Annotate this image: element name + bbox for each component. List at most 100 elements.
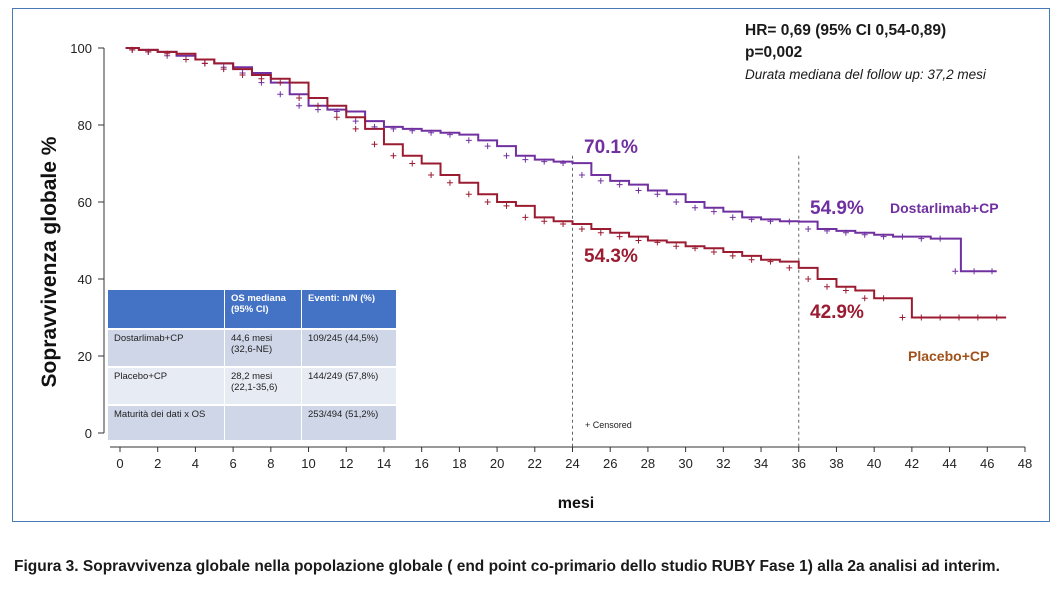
table-cell: 109/245 (44,5%) [301, 328, 397, 367]
series-placebo-line [125, 47, 1007, 319]
censor-mark [597, 229, 604, 236]
table-row: Placebo+CP 28,2 mesi (22,1-35,6) 144/249… [108, 366, 397, 405]
table-header: Eventi: n/N (%) [301, 290, 397, 329]
censor-mark [805, 276, 812, 282]
x-tick-label: 46 [980, 456, 994, 471]
x-tick-label: 36 [792, 456, 806, 471]
censor-mark [333, 108, 340, 115]
censor-mark [880, 295, 887, 302]
censor-mark [296, 102, 303, 109]
censor-mark [129, 46, 136, 53]
censor-mark [937, 235, 944, 242]
censor-mark [296, 95, 303, 102]
x-tick-label: 28 [641, 456, 655, 471]
censor-mark [993, 314, 1000, 321]
censor-mark [842, 287, 849, 294]
figure-caption: Figura 3. Sopravvivenza globale nella po… [14, 558, 1000, 575]
censor-mark [899, 233, 906, 240]
table-cell [224, 404, 302, 440]
censor-mark [635, 187, 642, 194]
censor-mark [786, 264, 793, 271]
legend-dostarlimab: Dostarlimab+CP [890, 200, 999, 216]
censor-mark [522, 156, 529, 163]
table-header [108, 290, 225, 329]
table-cell: 253/494 (51,2%) [301, 404, 397, 440]
table-header: OS mediana (95% CI) [224, 290, 302, 329]
censor-mark [974, 314, 981, 321]
censor-mark [710, 208, 717, 215]
x-tick-label: 38 [829, 456, 843, 471]
table-row: Maturità dei dati x OS 253/494 (51,2%) [108, 404, 397, 440]
censor-mark [952, 268, 959, 275]
censor-mark [390, 125, 397, 132]
table-cell: 144/249 (57,8%) [301, 366, 397, 405]
y-tick-label: 60 [78, 195, 92, 210]
censor-mark [578, 225, 585, 232]
censor-mark [842, 229, 849, 236]
x-tick-label: 30 [678, 456, 692, 471]
median-followup: Durata mediana del follow up: 37,2 mesi [745, 67, 986, 82]
censor-mark [989, 268, 996, 275]
x-tick-label: 32 [716, 456, 730, 471]
censor-mark [390, 152, 397, 159]
y-tick-label: 40 [78, 272, 92, 287]
table-cell: Dostarlimab+CP [108, 328, 225, 367]
chart-frame [12, 8, 1050, 522]
x-tick-label: 10 [301, 456, 315, 471]
series-dostarlimab-line [125, 47, 997, 273]
censor-mark [710, 249, 717, 256]
censor-mark [918, 235, 925, 242]
censor-mark [861, 295, 868, 302]
censor-mark [635, 237, 642, 244]
censor-mark [522, 214, 529, 221]
censor-mark [371, 141, 378, 148]
censor-mark [258, 75, 265, 82]
reference-lines [572, 155, 800, 447]
censor-mark [465, 191, 472, 198]
censor-mark [956, 314, 963, 321]
censor-mark [239, 71, 246, 78]
annotation-dostarlimab-36: 54.9% [810, 198, 864, 219]
x-tick-label: 34 [754, 456, 768, 471]
x-tick-label: 16 [414, 456, 428, 471]
x-tick-label: 2 [154, 456, 161, 471]
y-tick-label: 80 [78, 118, 92, 133]
censor-mark [277, 91, 284, 98]
table-cell: Placebo+CP [108, 366, 225, 405]
censor-mark [560, 220, 567, 227]
censor-mark [164, 50, 171, 57]
censor-mark [371, 123, 378, 130]
y-tick-label: 20 [78, 349, 92, 364]
x-tick-label: 22 [528, 456, 542, 471]
y-tick-label: 0 [85, 426, 92, 441]
censor-mark [673, 199, 680, 205]
x-tick-label: 26 [603, 456, 617, 471]
x-tick-label: 8 [267, 456, 274, 471]
x-tick-label: 48 [1018, 456, 1032, 471]
censor-mark [220, 66, 227, 73]
censor-mark [937, 314, 944, 321]
censor-mark [409, 127, 416, 134]
censor-mark [673, 243, 680, 250]
censor-mark [541, 218, 548, 225]
x-tick-label: 4 [192, 456, 199, 471]
censor-mark [560, 160, 567, 167]
x-tick-label: 0 [116, 456, 123, 471]
table-header-row: OS mediana (95% CI) Eventi: n/N (%) [108, 290, 397, 329]
series-group [125, 47, 1007, 319]
censor-mark [692, 245, 699, 252]
stats-box: HR= 0,69 (95% CI 0,54-0,89) p=0,002 Dura… [745, 20, 986, 86]
summary-table: OS mediana (95% CI) Eventi: n/N (%) Dost… [108, 290, 397, 440]
p-value: p=0,002 [745, 44, 803, 61]
x-tick-label: 44 [942, 456, 956, 471]
censor-mark [484, 199, 491, 205]
x-tick-label: 12 [339, 456, 353, 471]
censor-mark [201, 60, 208, 67]
censor-mark [654, 239, 661, 246]
table-cell: 44,6 mesi (32,6-NE) [224, 328, 302, 367]
x-tick-label: 6 [230, 456, 237, 471]
censor-mark [654, 191, 661, 198]
censor-mark [748, 256, 755, 263]
censor-mark [918, 314, 925, 321]
